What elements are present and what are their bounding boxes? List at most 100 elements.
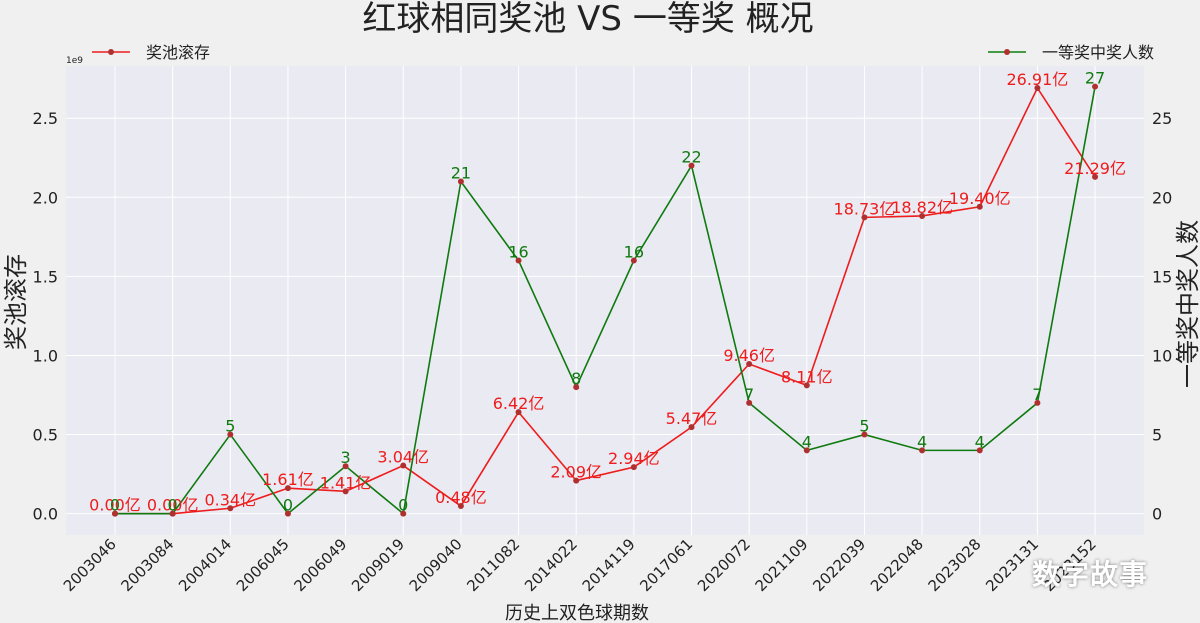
data-label: 5.47亿	[666, 409, 718, 428]
data-point	[515, 409, 522, 416]
data-point	[688, 424, 695, 431]
data-label: 5	[859, 417, 869, 436]
data-label: 16	[508, 243, 528, 262]
data-point	[284, 510, 291, 517]
x-tick-label: 2003046	[60, 535, 120, 595]
data-label: 18.82亿	[891, 198, 953, 217]
right-tick-label: 0	[1152, 505, 1162, 524]
x-tick-label: 2014119	[579, 535, 639, 595]
data-point	[112, 510, 118, 517]
data-label: 19.40亿	[949, 189, 1011, 208]
data-label: 8.11亿	[781, 367, 833, 386]
x-tick-label: 2021109	[752, 535, 812, 595]
data-label: 2.94亿	[608, 449, 660, 468]
x-tick-label: 2011082	[463, 535, 523, 595]
left-tick-label: 0.0	[33, 505, 58, 524]
x-tick-label: 2023028	[925, 535, 985, 595]
data-label: 9.46亿	[723, 346, 775, 365]
data-label: 21.29亿	[1064, 159, 1126, 178]
series-line	[115, 86, 1096, 515]
data-label: 0.00亿	[89, 496, 141, 515]
data-point	[457, 178, 464, 185]
x-tick-label: 2022039	[809, 535, 869, 595]
x-tick-label: 2004014	[175, 535, 235, 595]
data-point	[688, 162, 695, 169]
data-label: 1.61亿	[262, 470, 314, 489]
x-tick-label: 2003084	[118, 535, 178, 595]
data-label: 1.41亿	[320, 473, 372, 492]
data-point	[400, 510, 407, 517]
legend-right: 一等奖中奖人数	[988, 43, 1154, 62]
x-axis: 2003046200308420040142006045200604920090…	[60, 535, 1100, 595]
data-point	[284, 485, 291, 492]
x-tick-label: 2009019	[348, 535, 408, 595]
data-point	[746, 361, 753, 368]
data-point	[457, 503, 464, 510]
right-tick-label: 20	[1152, 188, 1172, 207]
data-label: 2.09亿	[550, 463, 602, 482]
data-label: 4	[802, 432, 812, 451]
data-label: 26.91亿	[1006, 70, 1068, 89]
data-point	[227, 505, 234, 512]
chart-title: 红球相同奖池 VS 一等奖 概况	[362, 0, 813, 39]
data-point	[630, 257, 637, 264]
data-point	[919, 447, 926, 454]
x-tick-label: 2017061	[636, 535, 696, 595]
data-point	[1092, 173, 1099, 180]
data-point	[803, 447, 810, 454]
data-label: 22	[681, 148, 701, 167]
data-point	[976, 447, 983, 454]
plot-area	[66, 66, 1144, 535]
data-point	[169, 510, 176, 517]
data-label: 4	[917, 432, 927, 451]
left-axis-offset: 1e9	[66, 56, 83, 66]
data-label: 0	[398, 496, 408, 515]
left-tick-label: 2.0	[33, 188, 58, 207]
data-label: 4	[975, 432, 985, 451]
data-point	[227, 431, 234, 438]
data-point	[1034, 84, 1041, 91]
x-tick-label: 2006045	[233, 535, 293, 595]
x-tick-label: 2014022	[521, 535, 581, 595]
data-label: 6.42亿	[493, 394, 545, 413]
data-label: 0.34亿	[204, 490, 256, 509]
data-label: 3.04亿	[377, 448, 429, 467]
data-label: 0.48亿	[435, 488, 487, 507]
data-point	[861, 431, 868, 438]
data-label: 7	[1032, 385, 1042, 404]
x-tick-label: 2020072	[694, 535, 754, 595]
data-point	[630, 464, 637, 471]
left-axis: 0.0 0.5 1.0 1.5 2.0 2.5	[33, 109, 58, 523]
data-point	[573, 477, 580, 484]
data-label: 0	[283, 496, 293, 515]
data-point	[861, 214, 868, 221]
data-point	[746, 399, 753, 406]
data-label: 7	[744, 385, 754, 404]
data-point	[400, 462, 407, 469]
right-tick-label: 25	[1152, 109, 1172, 128]
data-label: 5	[225, 417, 235, 436]
left-tick-label: 0.5	[33, 426, 58, 445]
data-point	[342, 463, 349, 470]
data-point	[342, 488, 349, 495]
grid	[66, 66, 1144, 535]
data-label: 18.73亿	[834, 199, 896, 218]
left-tick-label: 1.0	[33, 346, 58, 365]
data-label: 27	[1085, 69, 1105, 88]
legend-left-label: 奖池滚存	[146, 43, 210, 62]
series-line	[115, 86, 1096, 516]
left-tick-label: 1.5	[33, 267, 58, 286]
data-label: 3	[341, 448, 351, 467]
data-point	[1092, 83, 1099, 90]
data-labels: 0.00亿 0.00亿 0.34亿 1.61亿 1.41亿 3.04亿 0.48亿 6.42亿…	[89, 69, 1126, 515]
data-label: 21	[451, 163, 471, 182]
right-tick-label: 15	[1152, 267, 1172, 286]
data-point	[515, 257, 522, 264]
x-tick-label: 2022048	[867, 535, 927, 595]
data-point	[919, 212, 926, 219]
data-label: 0	[168, 496, 178, 515]
data-point	[803, 382, 810, 389]
data-label: 0.00亿	[147, 496, 199, 515]
data-label: 0	[110, 496, 120, 515]
